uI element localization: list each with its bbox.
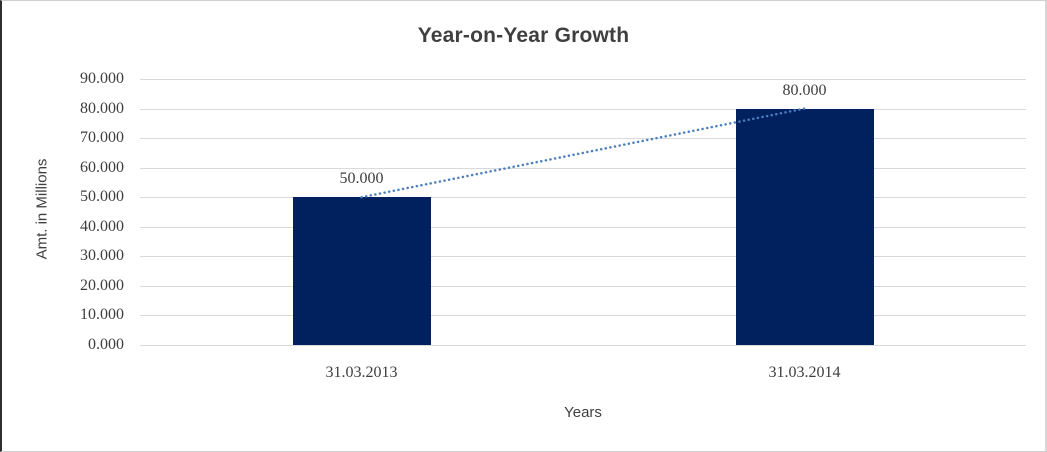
bar-value-label: 50.000 (339, 170, 384, 188)
y-tick-label: 80.000 (80, 99, 124, 117)
bar-value-label: 80.000 (782, 81, 827, 99)
y-tick-label: 20.000 (80, 276, 124, 294)
x-axis-title: Years (564, 404, 602, 421)
y-tick-label: 40.000 (80, 217, 124, 235)
plot-area (140, 79, 1026, 346)
gridline (140, 79, 1026, 80)
y-tick-label: 60.000 (80, 158, 124, 176)
y-tick-label: 0.000 (88, 336, 124, 353)
trendline (360, 107, 806, 199)
gridline (140, 315, 1026, 317)
y-tick-label: 10.000 (80, 306, 124, 324)
bar (735, 108, 874, 345)
chart-title: Year-on-Year Growth (417, 24, 630, 47)
x-category-label: 31.03.2013 (325, 364, 398, 381)
y-tick-label: 30.000 (80, 247, 124, 265)
y-tick-label: 50.000 (80, 188, 124, 206)
gridline (140, 256, 1026, 258)
gridline (140, 138, 1026, 140)
gridline (140, 197, 1026, 199)
y-tick-label: 70.000 (80, 129, 124, 147)
x-category-label: 31.03.2014 (768, 364, 841, 381)
gridline (140, 285, 1026, 287)
gridline (140, 167, 1026, 169)
gridline (140, 226, 1026, 228)
y-tick-label: 90.000 (80, 70, 124, 87)
gridline (140, 108, 1026, 110)
gridline (140, 345, 1026, 346)
bar (292, 197, 431, 345)
trendline-dots (360, 107, 806, 199)
